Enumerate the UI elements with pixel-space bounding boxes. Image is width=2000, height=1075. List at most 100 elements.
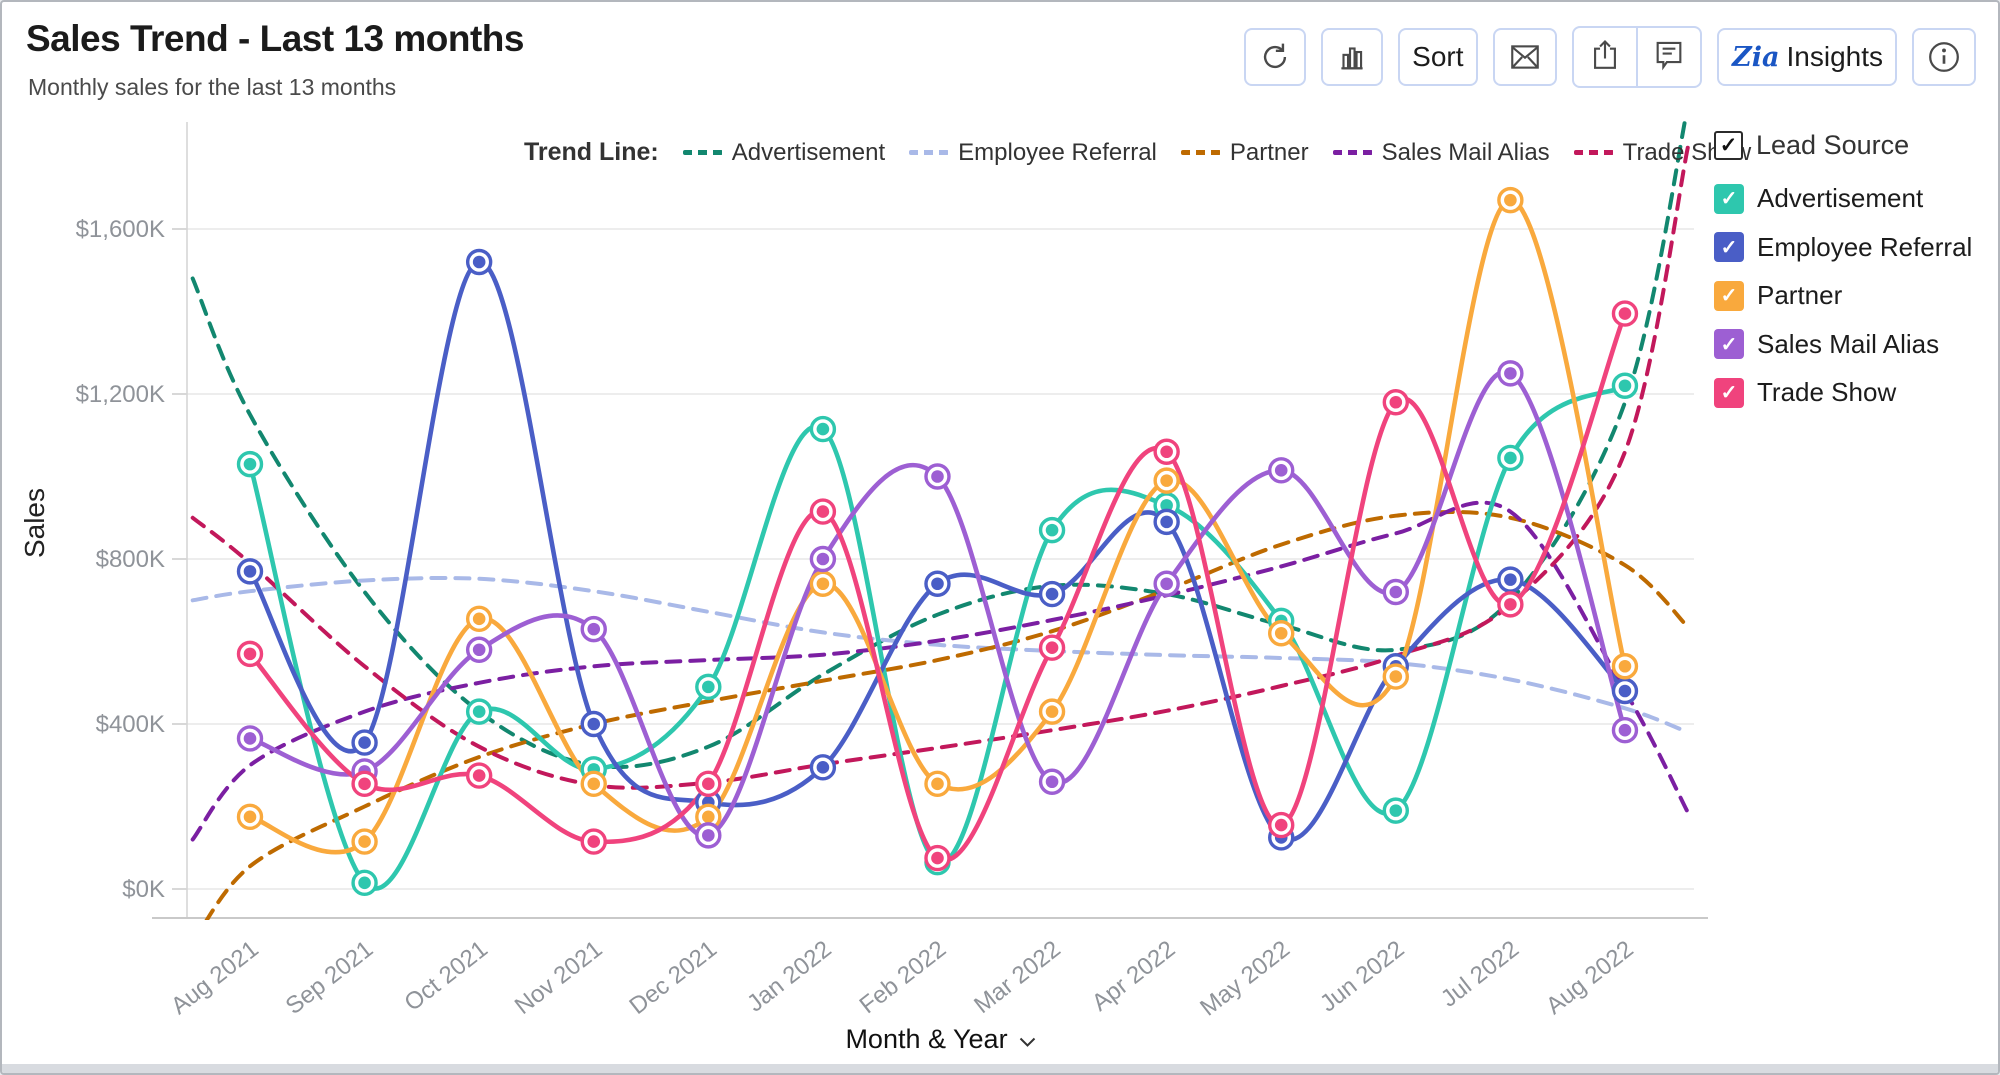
x-axis-title-label: Month & Year xyxy=(845,1024,1008,1054)
data-point[interactable] xyxy=(1268,620,1295,647)
series-line-trade-show[interactable] xyxy=(247,311,1628,863)
sort-button[interactable]: Sort xyxy=(1398,28,1478,86)
data-point[interactable] xyxy=(236,725,264,752)
data-point[interactable] xyxy=(580,615,607,643)
data-point[interactable] xyxy=(1153,570,1180,597)
data-point[interactable] xyxy=(1611,716,1639,744)
series-line-partner[interactable] xyxy=(247,197,1628,855)
data-point[interactable] xyxy=(809,570,837,597)
data-point[interactable] xyxy=(465,636,493,663)
data-point[interactable] xyxy=(1038,634,1066,661)
data-point[interactable] xyxy=(695,770,722,798)
data-point[interactable] xyxy=(1497,360,1524,387)
data-point[interactable] xyxy=(236,640,264,668)
comment-button[interactable] xyxy=(1638,28,1700,86)
series-line-employee-referral[interactable] xyxy=(247,259,1628,843)
data-point[interactable] xyxy=(695,822,722,849)
data-point[interactable] xyxy=(809,415,837,443)
data-point[interactable] xyxy=(236,803,264,831)
data-point[interactable] xyxy=(465,762,493,789)
data-point[interactable] xyxy=(1038,768,1066,795)
data-point[interactable] xyxy=(1611,677,1639,705)
legend-item-sales-mail-alias[interactable]: ✓ Sales Mail Alias xyxy=(1714,329,1990,360)
dashed-line-swatch-icon xyxy=(1332,150,1373,155)
data-point[interactable] xyxy=(1497,566,1524,593)
checked-checkbox-icon: ✓ xyxy=(1714,377,1744,408)
data-point[interactable] xyxy=(351,828,378,855)
share-comment-group xyxy=(1571,26,1702,88)
data-point[interactable] xyxy=(1268,457,1295,484)
y-axis-title: Sales xyxy=(19,488,50,558)
trend-line-trade-show[interactable] xyxy=(190,144,1690,790)
data-point[interactable] xyxy=(1153,438,1180,465)
legend-item-trade-show[interactable]: ✓ Trade Show xyxy=(1714,377,1990,408)
checkbox-icon: ✓ xyxy=(1714,131,1743,160)
export-icon xyxy=(1588,38,1622,77)
data-point[interactable] xyxy=(1611,653,1639,680)
x-tick-label: Sep 2021 xyxy=(281,935,379,1020)
export-button[interactable] xyxy=(1574,28,1636,86)
data-point[interactable] xyxy=(1038,580,1066,608)
data-point[interactable] xyxy=(1497,186,1524,214)
chart-type-button[interactable] xyxy=(1321,28,1384,86)
trend-line-sales-mail-alias[interactable] xyxy=(190,500,1690,842)
info-button[interactable] xyxy=(1912,28,1976,86)
data-point[interactable] xyxy=(465,698,493,725)
series-line-sales-mail-alias[interactable] xyxy=(247,369,1628,838)
data-point[interactable] xyxy=(1153,508,1180,536)
y-tick-label: $400K xyxy=(96,711,165,738)
chevron-down-icon xyxy=(1019,1024,1036,1055)
x-tick-label: Jun 2022 xyxy=(1315,935,1409,1017)
divider xyxy=(1635,28,1638,86)
data-point[interactable] xyxy=(924,463,951,490)
trend-legend-item: Sales Mail Alias xyxy=(1332,139,1550,167)
dashed-line-swatch-icon xyxy=(682,150,723,155)
data-point[interactable] xyxy=(809,545,837,573)
data-point[interactable] xyxy=(580,770,607,798)
data-point[interactable] xyxy=(351,869,378,897)
x-axis-title-dropdown[interactable]: Month & Year xyxy=(187,1024,1694,1055)
data-point[interactable] xyxy=(924,844,951,872)
data-point[interactable] xyxy=(1382,578,1410,606)
data-point[interactable] xyxy=(695,673,722,701)
data-point[interactable] xyxy=(924,570,951,597)
trend-line-employee-referral[interactable] xyxy=(190,575,1690,735)
toolbar: Sort Zia Insights xyxy=(1244,26,1976,88)
data-point[interactable] xyxy=(1382,663,1410,690)
data-point[interactable] xyxy=(1038,698,1066,725)
data-point[interactable] xyxy=(1497,444,1524,472)
data-point[interactable] xyxy=(809,498,837,525)
legend-item-partner[interactable]: ✓ Partner xyxy=(1714,280,1990,311)
refresh-button[interactable] xyxy=(1244,28,1307,86)
x-tick-label: Aug 2022 xyxy=(1541,935,1639,1020)
legend-item-employee-referral[interactable]: ✓ Employee Referral xyxy=(1714,232,1990,263)
data-point[interactable] xyxy=(351,729,378,756)
data-point[interactable] xyxy=(236,558,264,585)
data-point[interactable] xyxy=(1611,372,1639,399)
data-point[interactable] xyxy=(924,770,951,798)
data-point[interactable] xyxy=(1382,797,1410,824)
data-point[interactable] xyxy=(1497,591,1524,618)
data-point[interactable] xyxy=(1382,389,1410,416)
data-point[interactable] xyxy=(1268,811,1295,839)
x-tick-label: Feb 2022 xyxy=(855,935,952,1019)
trend-line-advertisement[interactable] xyxy=(190,105,1688,770)
data-point[interactable] xyxy=(236,450,264,478)
zia-insights-button[interactable]: Zia Insights xyxy=(1716,28,1897,86)
data-point[interactable] xyxy=(465,605,493,633)
data-point[interactable] xyxy=(580,710,607,738)
data-point[interactable] xyxy=(580,828,607,855)
legend-item-advertisement[interactable]: ✓ Advertisement xyxy=(1714,183,1990,214)
x-tick-label: May 2022 xyxy=(1195,935,1295,1021)
mail-button[interactable] xyxy=(1492,28,1557,86)
sort-button-label: Sort xyxy=(1412,41,1464,72)
svg-text:Zia: Zia xyxy=(1731,42,1779,73)
lead-source-select-all[interactable]: ✓ Lead Source xyxy=(1714,130,1990,161)
data-point[interactable] xyxy=(1038,516,1066,544)
data-point[interactable] xyxy=(1611,300,1639,327)
data-point[interactable] xyxy=(809,754,837,781)
data-point[interactable] xyxy=(351,770,378,798)
data-point[interactable] xyxy=(1153,467,1180,494)
data-point[interactable] xyxy=(465,248,493,276)
